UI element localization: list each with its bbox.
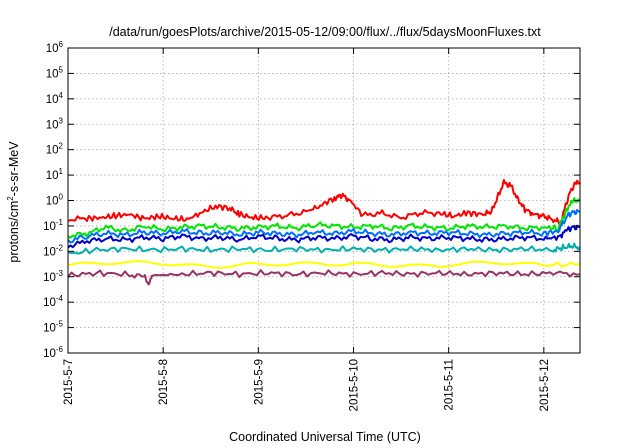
y-tick-base: 10 (43, 246, 56, 258)
x-tick-label: 2015-5-9 (253, 359, 265, 405)
y-tick-label: 10-3 (43, 269, 63, 284)
y-tick-exponent: -6 (56, 345, 64, 354)
x-tick-label: 2015-5-8 (158, 359, 170, 405)
y-tick-base: 10 (43, 297, 56, 309)
y-tick-base: 10 (43, 348, 56, 360)
series-line (67, 179, 581, 226)
series-line (67, 197, 581, 239)
y-tick-label: 10-4 (43, 294, 63, 309)
y-tick-exponent: 3 (59, 116, 64, 125)
y-tick-base: 10 (43, 272, 56, 284)
x-tick-label: 2015-5-12 (539, 359, 551, 411)
y-tick-base: 10 (46, 43, 59, 55)
y-tick-base: 10 (46, 94, 59, 106)
x-tick-label: 2015-5-11 (444, 359, 456, 411)
y-tick-base: 10 (46, 170, 59, 182)
y-tick-exponent: -4 (56, 294, 64, 303)
y-tick-label: 10-6 (43, 345, 63, 360)
y-tick-exponent: 6 (59, 40, 64, 49)
y-tick-base: 10 (46, 68, 59, 80)
y-tick-label: 105 (46, 65, 64, 80)
y-tick-label: 106 (46, 40, 64, 55)
x-axis-title: Coordinated Universal Time (UTC) (229, 430, 421, 444)
y-tick-base: 10 (46, 145, 59, 157)
y-axis-title-main: protons/cm (7, 201, 21, 263)
x-tick-label: 2015-5-7 (63, 359, 75, 405)
y-axis-title: protons/cm2-s-sr-MeV (6, 141, 21, 263)
y-tick-label: 101 (46, 167, 64, 182)
y-tick-label: 10-2 (43, 243, 63, 258)
y-tick-exponent: 4 (59, 91, 64, 100)
series-line (67, 208, 581, 244)
y-tick-exponent: 1 (59, 167, 64, 176)
grid (68, 48, 580, 353)
y-axis: 10-610-510-410-310-210-11001011021031041… (43, 40, 580, 360)
y-tick-exponent: -1 (56, 218, 64, 227)
y-tick-exponent: -3 (56, 269, 64, 278)
y-tick-exponent: 2 (59, 142, 64, 151)
chart-title: /data/run/goesPlots/archive/2015-05-12/0… (109, 25, 541, 39)
y-tick-label: 10-5 (43, 320, 63, 335)
y-tick-exponent: -2 (56, 243, 64, 252)
y-axis-title-sup: 2 (6, 196, 15, 201)
y-tick-base: 10 (46, 119, 59, 131)
y-tick-label: 103 (46, 116, 64, 131)
series-line (67, 242, 581, 255)
y-tick-label: 100 (46, 193, 64, 208)
series-line (67, 269, 581, 286)
series-line (67, 224, 581, 249)
x-axis: 2015-5-7 2015-5-8 2015-5-9 2015-5-10 2015-5-… (63, 48, 551, 411)
y-tick-label: 104 (46, 91, 64, 106)
y-tick-label: 102 (46, 142, 64, 157)
y-tick-base: 10 (43, 323, 56, 335)
y-tick-base: 10 (46, 196, 59, 208)
y-tick-exponent: 5 (59, 65, 64, 74)
series-group (67, 179, 581, 286)
y-axis-title-rest: -s-sr-MeV (7, 141, 21, 197)
y-tick-label: 10-1 (43, 218, 63, 233)
y-tick-exponent: 0 (59, 193, 64, 202)
y-tick-exponent: -5 (56, 320, 64, 329)
series-line (67, 260, 581, 269)
x-tick-label: 2015-5-10 (349, 359, 361, 411)
y-tick-base: 10 (43, 221, 56, 233)
